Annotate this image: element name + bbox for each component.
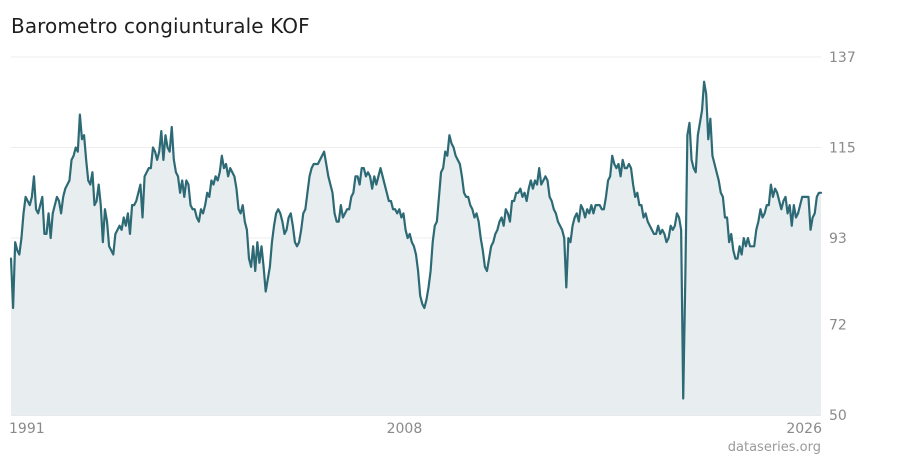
series-line	[9, 80, 823, 400]
source-credit: dataseries.org	[727, 440, 821, 455]
x-tick-label: 2026	[786, 421, 822, 437]
y-axis: 137 115 93 72 50	[829, 50, 856, 424]
y-tick-label: 72	[829, 317, 847, 333]
x-tick-label: 2008	[387, 421, 423, 437]
plot-area	[9, 80, 823, 415]
y-tick-label: 50	[829, 408, 847, 424]
y-tick-label: 93	[829, 231, 847, 247]
chart-title: Barometro congiunturale KOF	[11, 14, 310, 38]
x-tick-label: 1991	[9, 421, 45, 437]
y-tick-label: 115	[829, 141, 856, 157]
y-tick-label: 137	[829, 50, 856, 66]
x-axis: 1991 2008 2026	[9, 421, 822, 437]
